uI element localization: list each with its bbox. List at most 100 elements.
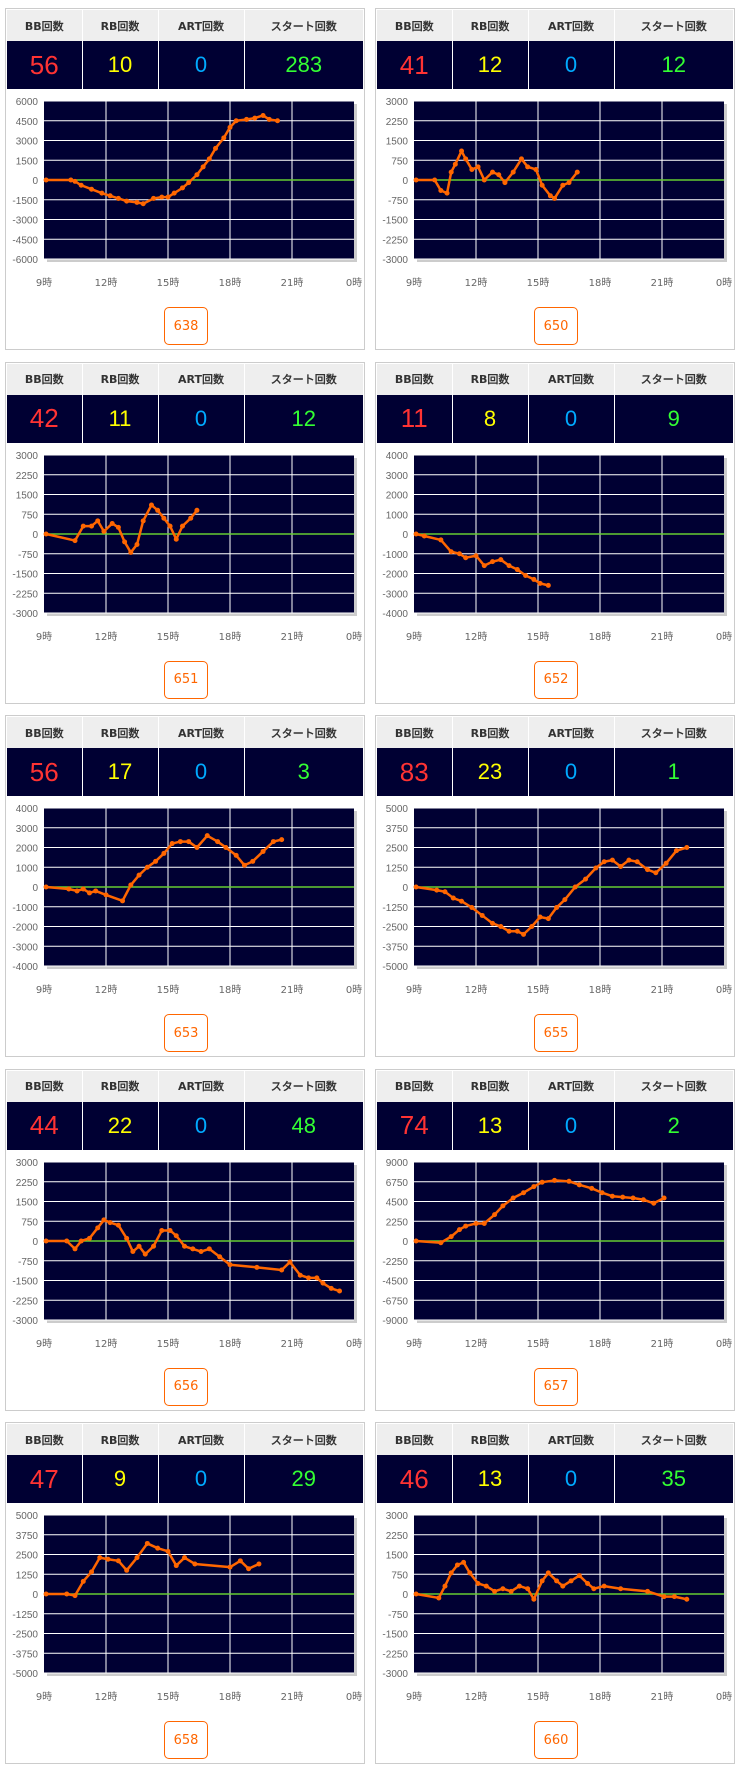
x-tick-label: 21時 bbox=[651, 1691, 674, 1703]
x-tick-label: 12時 bbox=[95, 984, 118, 996]
data-point bbox=[122, 538, 128, 544]
machine-number-button[interactable]: 660 bbox=[534, 1721, 578, 1759]
machine-number-button[interactable]: 653 bbox=[164, 1014, 208, 1052]
y-tick-label: 2500 bbox=[16, 1551, 39, 1562]
x-tick-label: 18時 bbox=[589, 631, 612, 643]
start-count: 12 bbox=[614, 41, 733, 89]
data-point bbox=[190, 1245, 196, 1251]
y-tick-label: 2250 bbox=[16, 470, 39, 481]
data-point bbox=[461, 1559, 467, 1565]
start-count: 48 bbox=[244, 1101, 363, 1150]
data-point bbox=[78, 182, 84, 188]
start-count: 2 bbox=[614, 1101, 733, 1150]
data-point bbox=[566, 180, 572, 186]
y-tick-label: 2250 bbox=[386, 117, 409, 128]
data-point bbox=[217, 1253, 223, 1259]
bb-header: BB回数 bbox=[377, 10, 453, 41]
machine-number-button[interactable]: 638 bbox=[164, 307, 208, 345]
y-tick-label: -3000 bbox=[382, 255, 408, 266]
y-tick-label: -2250 bbox=[382, 1256, 408, 1267]
start-count: 12 bbox=[244, 394, 363, 443]
machine-number-button[interactable]: 652 bbox=[534, 660, 578, 699]
data-point bbox=[99, 190, 105, 196]
data-point bbox=[153, 858, 159, 864]
data-point bbox=[448, 548, 454, 554]
data-point bbox=[448, 169, 454, 175]
y-tick-label: -1250 bbox=[382, 903, 408, 914]
data-point bbox=[95, 1224, 101, 1230]
machine-number-button[interactable]: 657 bbox=[534, 1367, 578, 1406]
start-header: スタート回数 bbox=[614, 10, 733, 41]
art-count: 0 bbox=[528, 748, 615, 796]
y-tick-label: 0 bbox=[32, 1237, 38, 1248]
data-point bbox=[618, 1586, 624, 1592]
data-point bbox=[64, 1591, 70, 1597]
data-point bbox=[593, 865, 599, 871]
data-point bbox=[576, 1573, 582, 1579]
start-count: 3 bbox=[244, 748, 363, 796]
data-point bbox=[72, 1593, 78, 1599]
data-point bbox=[529, 924, 535, 929]
art-count: 0 bbox=[158, 1455, 245, 1503]
art-header: ART回数 bbox=[528, 717, 615, 748]
machine-number-button[interactable]: 656 bbox=[164, 1367, 208, 1406]
bb-count: 42 bbox=[7, 394, 83, 443]
data-point bbox=[552, 1177, 558, 1183]
machine-number-button[interactable]: 651 bbox=[164, 660, 208, 699]
data-point bbox=[140, 517, 146, 523]
y-tick-label: 2250 bbox=[16, 1177, 39, 1188]
y-tick-label: 0 bbox=[32, 883, 38, 894]
rb-count: 11 bbox=[82, 394, 159, 443]
x-tick-label: 18時 bbox=[589, 1338, 612, 1350]
art-count: 0 bbox=[158, 1101, 245, 1150]
data-point bbox=[134, 1555, 140, 1561]
machine-card: BB回数 RB回数 ART回数 スタート回数 41 12 0 12 650 3000 2250 1… bbox=[375, 8, 735, 350]
data-point bbox=[574, 169, 580, 175]
data-point bbox=[246, 1566, 252, 1572]
x-tick-label: 0時 bbox=[346, 1338, 362, 1350]
data-point bbox=[115, 524, 121, 530]
y-tick-label: 1500 bbox=[386, 137, 409, 148]
data-point bbox=[514, 928, 520, 934]
data-point bbox=[413, 1591, 419, 1597]
data-point bbox=[481, 177, 487, 183]
data-point bbox=[173, 1232, 179, 1238]
data-point bbox=[413, 1238, 419, 1243]
y-tick-label: -3000 bbox=[382, 1669, 408, 1680]
bb-header: BB回数 bbox=[377, 363, 453, 395]
y-tick-label: 3000 bbox=[386, 97, 409, 108]
data-point bbox=[314, 1274, 320, 1280]
data-point bbox=[194, 172, 200, 178]
data-point bbox=[43, 177, 49, 183]
x-tick-label: 15時 bbox=[527, 984, 550, 996]
data-point bbox=[413, 531, 419, 536]
data-point bbox=[260, 112, 266, 118]
data-point bbox=[545, 1570, 551, 1576]
data-point bbox=[591, 1586, 597, 1592]
rb-count: 23 bbox=[452, 748, 529, 796]
x-tick-label: 21時 bbox=[281, 1691, 304, 1703]
x-tick-label: 12時 bbox=[465, 277, 488, 289]
y-tick-label: 1500 bbox=[16, 490, 39, 501]
data-point bbox=[645, 867, 651, 873]
bb-header: BB回数 bbox=[377, 717, 453, 748]
data-point bbox=[270, 839, 276, 845]
stats-table: BB回数 RB回数 ART回数 スタート回数 42 11 0 12 bbox=[7, 363, 363, 443]
y-tick-label: 9000 bbox=[386, 1158, 409, 1169]
art-count: 0 bbox=[158, 41, 245, 89]
machine-number-button[interactable]: 658 bbox=[164, 1721, 208, 1759]
data-point bbox=[89, 523, 95, 529]
data-point bbox=[186, 839, 192, 845]
machine-number-button[interactable]: 655 bbox=[534, 1014, 578, 1052]
data-point bbox=[89, 1569, 95, 1575]
data-point bbox=[115, 195, 121, 201]
data-point bbox=[89, 186, 95, 192]
x-tick-label: 12時 bbox=[465, 1338, 488, 1350]
data-point bbox=[673, 848, 679, 854]
machine-number-button[interactable]: 650 bbox=[534, 307, 578, 345]
bb-header: BB回数 bbox=[7, 363, 83, 395]
x-tick-label: 18時 bbox=[219, 1691, 242, 1703]
data-point bbox=[159, 194, 165, 200]
y-tick-label: -4000 bbox=[12, 962, 38, 973]
y-tick-label: 3000 bbox=[16, 1158, 39, 1169]
